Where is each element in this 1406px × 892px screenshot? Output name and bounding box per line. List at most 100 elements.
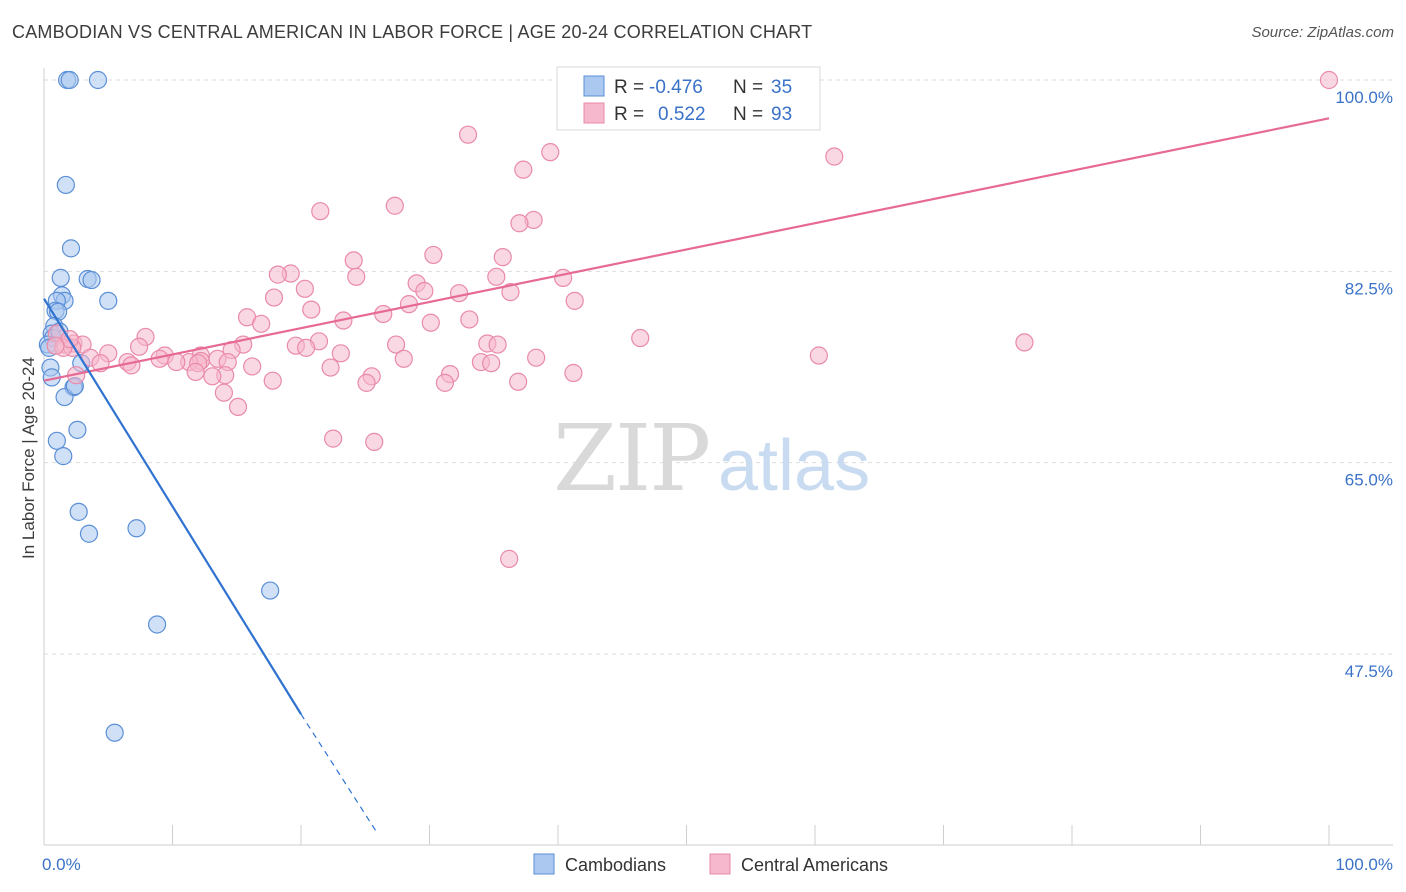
watermark-atlas: atlas <box>718 426 870 506</box>
point-central-american <box>564 363 583 383</box>
stats-r-value-1: -0.476 <box>649 77 703 98</box>
point-central-american <box>167 352 186 372</box>
point-central-american <box>385 196 404 215</box>
point-central-american <box>268 265 287 284</box>
point-central-american <box>394 349 413 368</box>
legend-label-cambodians: Cambodians <box>565 855 666 875</box>
point-central-american <box>311 202 330 221</box>
point-central-american <box>1015 333 1034 352</box>
chart-title: CAMBODIAN VS CENTRAL AMERICAN IN LABOR F… <box>12 22 813 42</box>
point-cambodian <box>47 431 66 450</box>
stats-r-value-2: 0.522 <box>658 104 706 125</box>
point-central-american <box>122 356 141 375</box>
point-central-american <box>1319 70 1339 90</box>
stats-n-label-2: N = <box>733 104 763 125</box>
stats-n-label-1: N = <box>733 77 763 98</box>
point-central-american <box>365 432 384 451</box>
point-central-american <box>357 373 376 392</box>
point-central-american <box>493 248 512 267</box>
point-central-american <box>482 354 501 373</box>
point-cambodian <box>127 519 146 538</box>
trend-lines <box>43 117 1330 835</box>
point-central-american <box>510 214 529 233</box>
point-central-american <box>809 346 828 365</box>
point-central-american <box>488 335 507 354</box>
point-central-american <box>565 291 584 310</box>
y-tick-label: 65.0% <box>1345 471 1393 490</box>
legend-swatch-cambodians <box>533 853 555 875</box>
point-cambodian <box>68 420 87 439</box>
stats-swatch-cambodians <box>583 75 605 97</box>
point-central-american <box>527 348 546 367</box>
point-central-american <box>347 267 366 286</box>
y-tick-label: 47.5% <box>1345 662 1393 681</box>
point-central-american <box>501 283 520 302</box>
point-central-american <box>252 314 271 333</box>
legend-swatch-central-americans <box>709 853 731 875</box>
point-central-american <box>460 310 479 329</box>
point-central-american <box>487 267 506 286</box>
point-cambodian <box>54 447 73 466</box>
point-cambodian <box>51 268 70 287</box>
point-central-american <box>203 367 222 386</box>
point-cambodian <box>261 581 280 600</box>
point-central-american <box>263 371 282 390</box>
stats-n-value-1: 35 <box>771 77 792 98</box>
point-central-american <box>424 245 443 265</box>
point-cambodian <box>60 70 79 90</box>
point-cambodian <box>79 524 99 543</box>
point-central-american <box>297 338 316 357</box>
y-tick-labels: 47.5% 65.0% 82.5% 100.0% <box>1335 88 1393 681</box>
trend-line-cambodians-extension <box>300 713 379 835</box>
point-cambodian <box>105 723 124 742</box>
point-central-american <box>500 549 519 568</box>
x-axis-ticks <box>172 825 1330 845</box>
point-central-american <box>214 383 233 402</box>
stats-r-label-1: R = <box>614 77 644 98</box>
point-central-american <box>386 335 406 354</box>
stats-r-label-2: R = <box>614 104 644 125</box>
point-central-american <box>415 281 434 301</box>
point-cambodian <box>56 175 75 195</box>
point-cambodian <box>88 70 108 90</box>
x-tick-label-min: 0.0% <box>42 855 81 874</box>
trend-line-cambodians <box>43 298 302 715</box>
stats-n-value-2: 93 <box>771 104 792 125</box>
point-central-american <box>825 147 844 166</box>
point-cambodian <box>61 239 81 258</box>
stats-swatch-central-americans <box>583 102 605 124</box>
y-axis-label: In Labor Force | Age 20-24 <box>19 357 38 559</box>
point-central-american <box>421 313 440 332</box>
stats-legend: R = -0.476 N = 35 R = 0.522 N = 93 <box>556 66 821 131</box>
point-central-american <box>509 372 528 391</box>
point-central-american <box>449 284 469 303</box>
point-central-american <box>541 143 560 162</box>
point-central-american <box>321 358 340 377</box>
point-cambodian <box>82 270 101 290</box>
point-central-american <box>554 268 573 287</box>
point-central-american <box>374 304 393 324</box>
y-tick-label: 100.0% <box>1335 88 1393 107</box>
point-central-american <box>264 288 284 307</box>
point-central-american <box>324 429 343 448</box>
x-tick-label-max: 100.0% <box>1335 855 1393 874</box>
series-legend: Cambodians Central Americans <box>533 853 888 875</box>
point-central-american <box>458 125 478 144</box>
watermark-zip: ZIP <box>553 405 709 512</box>
point-central-american <box>302 300 321 319</box>
source-label: Source: ZipAtlas.com <box>1251 24 1394 41</box>
point-cambodian <box>99 291 118 310</box>
point-central-american <box>514 160 533 179</box>
point-cambodian <box>69 502 88 521</box>
point-central-american <box>228 397 248 417</box>
point-central-american <box>243 357 262 376</box>
point-central-american <box>631 328 650 348</box>
point-central-american <box>331 344 350 363</box>
point-central-american <box>186 362 205 382</box>
point-central-american <box>46 336 65 355</box>
point-central-american <box>295 279 314 298</box>
point-central-american <box>344 251 363 270</box>
point-central-american <box>435 373 455 392</box>
trend-line-central-americans <box>43 117 1330 382</box>
